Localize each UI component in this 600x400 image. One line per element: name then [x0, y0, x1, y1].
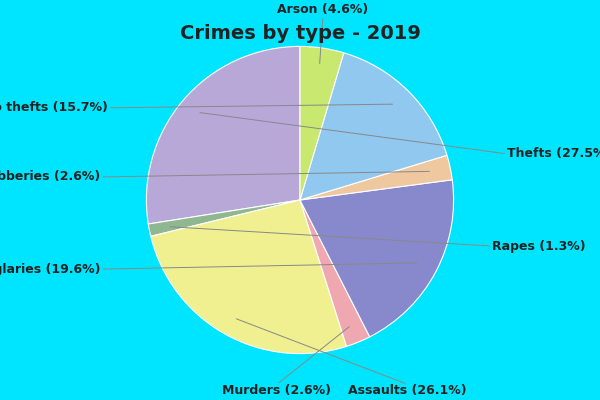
Text: Murders (2.6%): Murders (2.6%) [223, 384, 331, 397]
Text: Robberies (2.6%): Robberies (2.6%) [0, 170, 100, 184]
Text: Rapes (1.3%): Rapes (1.3%) [492, 240, 586, 252]
Text: Burglaries (19.6%): Burglaries (19.6%) [0, 263, 100, 276]
Text: Auto thefts (15.7%): Auto thefts (15.7%) [0, 101, 108, 114]
Wedge shape [146, 46, 300, 224]
Text: Arson (4.6%): Arson (4.6%) [277, 3, 368, 16]
Wedge shape [300, 180, 454, 337]
Wedge shape [151, 200, 347, 354]
Wedge shape [300, 200, 370, 346]
Wedge shape [300, 53, 447, 200]
Wedge shape [300, 46, 344, 200]
Wedge shape [148, 200, 300, 236]
Text: Assaults (26.1%): Assaults (26.1%) [348, 384, 467, 397]
Wedge shape [300, 155, 452, 200]
Text: Thefts (27.5%): Thefts (27.5%) [508, 148, 600, 160]
Text: Crimes by type - 2019: Crimes by type - 2019 [179, 24, 421, 43]
